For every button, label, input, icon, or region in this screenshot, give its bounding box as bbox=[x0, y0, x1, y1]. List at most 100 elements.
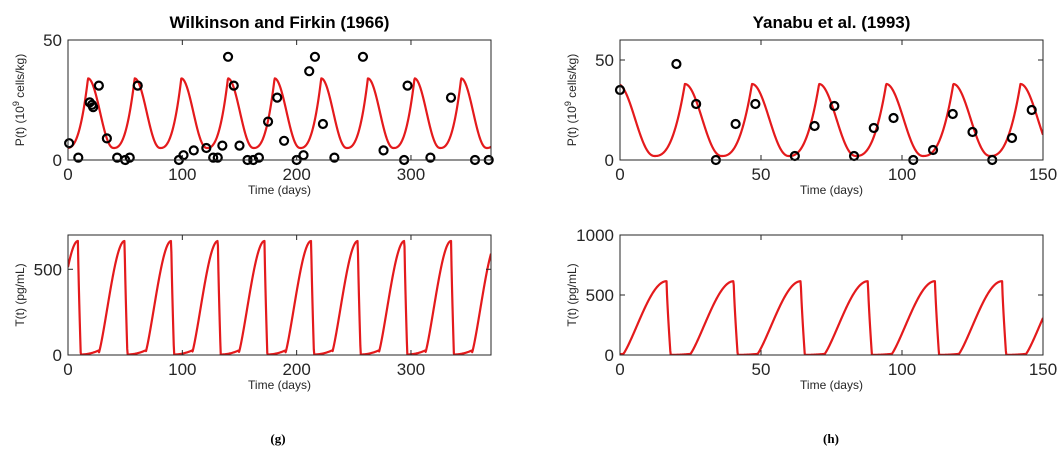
y-axis-label-main: P(t) (10 bbox=[13, 106, 27, 146]
axes-box bbox=[67, 39, 492, 161]
data-point bbox=[132, 80, 143, 91]
y-axis-label-unit: cells/kg) bbox=[13, 54, 27, 101]
data-point bbox=[253, 152, 265, 163]
data-point bbox=[829, 100, 840, 112]
data-point bbox=[228, 80, 239, 91]
x-tick-label: 0 bbox=[63, 360, 72, 379]
subfigure-label-h: (h) bbox=[823, 431, 839, 446]
data-point bbox=[691, 98, 702, 110]
x-axis-label: Time (days) bbox=[248, 183, 311, 197]
model-curve bbox=[620, 280, 1043, 355]
data-point bbox=[329, 152, 340, 163]
y-axis-label-main: P(t) (10 bbox=[565, 106, 579, 146]
data-point bbox=[88, 102, 99, 113]
data-point bbox=[278, 135, 290, 146]
data-point bbox=[947, 108, 958, 120]
y-axis-label-exponent: 9 bbox=[563, 101, 573, 106]
data-point bbox=[309, 51, 321, 62]
data-point bbox=[234, 140, 245, 151]
x-tick-label: 50 bbox=[752, 360, 771, 379]
axes-box bbox=[67, 234, 492, 356]
subfigure-label-g: (g) bbox=[270, 431, 285, 446]
y-tick-label: 1000 bbox=[576, 226, 614, 245]
data-point bbox=[378, 145, 389, 156]
x-tick-label: 0 bbox=[615, 165, 624, 184]
data-point bbox=[868, 122, 879, 134]
x-tick-label: 150 bbox=[1029, 165, 1057, 184]
y-tick-label: 500 bbox=[34, 260, 62, 279]
data-point bbox=[402, 80, 413, 91]
x-axis-label: Time (days) bbox=[800, 378, 863, 392]
x-tick-label: 100 bbox=[888, 165, 916, 184]
data-point bbox=[750, 98, 761, 110]
y-tick-label: 500 bbox=[586, 286, 614, 305]
data-point bbox=[272, 92, 283, 103]
data-point bbox=[1006, 132, 1018, 144]
chart-title: Wilkinson and Firkin (1966) bbox=[170, 13, 390, 32]
data-point bbox=[967, 126, 978, 138]
chart-title: Yanabu et al. (1993) bbox=[753, 13, 911, 32]
x-axis-label: Time (days) bbox=[800, 183, 863, 197]
x-tick-label: 0 bbox=[615, 360, 624, 379]
data-point bbox=[357, 51, 369, 62]
panel-wilkinson-tpo: 0 100 200 300 0 500 Time (days) T(t) (pg/mL) bbox=[13, 234, 492, 392]
data-point bbox=[317, 118, 329, 130]
axes-box bbox=[619, 39, 1044, 161]
y-tick-label: 0 bbox=[53, 151, 62, 170]
y-tick-label: 0 bbox=[605, 151, 614, 170]
x-tick-label: 100 bbox=[888, 360, 916, 379]
data-point bbox=[217, 140, 228, 151]
y-axis-label: P(t) (109 cells/kg) bbox=[11, 54, 27, 146]
data-point bbox=[809, 120, 820, 132]
data-point bbox=[298, 150, 309, 161]
x-tick-label: 0 bbox=[63, 165, 72, 184]
data-point bbox=[188, 145, 199, 156]
model-curve bbox=[68, 77, 491, 150]
data-point bbox=[208, 152, 219, 163]
x-tick-label: 50 bbox=[752, 165, 771, 184]
model-curve bbox=[620, 82, 1043, 158]
y-axis-label: P(t) (109 cells/kg) bbox=[563, 54, 579, 146]
x-tick-label: 200 bbox=[282, 165, 310, 184]
y-axis-label: T(t) (pg/mL) bbox=[13, 263, 27, 326]
y-axis-label-exponent: 9 bbox=[11, 101, 21, 106]
data-point bbox=[101, 133, 112, 144]
data-point bbox=[888, 112, 899, 124]
data-point bbox=[222, 51, 234, 62]
panel-yanabu-pleth: 0 50 100 150 0 50 Time (days) P(t) (109 cells/k… bbox=[563, 13, 1057, 197]
y-axis-label-main: T(t) (pg/mL) bbox=[565, 263, 579, 326]
x-axis-label: Time (days) bbox=[248, 378, 311, 392]
data-point bbox=[425, 152, 436, 163]
y-tick-label: 0 bbox=[53, 346, 62, 365]
panel-yanabu-tpo: 0 50 100 150 0 500 1000 Time (days) T(t) (pg/mL) bbox=[565, 226, 1057, 392]
x-tick-label: 100 bbox=[168, 360, 196, 379]
data-point bbox=[1026, 104, 1037, 116]
y-tick-label: 50 bbox=[595, 51, 614, 70]
y-tick-label: 50 bbox=[43, 31, 62, 50]
x-tick-label: 300 bbox=[397, 360, 425, 379]
data-point bbox=[178, 150, 189, 161]
data-point bbox=[73, 152, 84, 163]
data-point bbox=[927, 144, 939, 156]
data-point bbox=[445, 92, 457, 103]
y-axis-label: T(t) (pg/mL) bbox=[565, 263, 579, 326]
y-axis-label-main: T(t) (pg/mL) bbox=[13, 263, 27, 326]
data-point bbox=[304, 66, 315, 77]
y-tick-label: 0 bbox=[605, 346, 614, 365]
data-point bbox=[64, 138, 75, 149]
data-point bbox=[201, 142, 212, 154]
data-point bbox=[671, 58, 682, 70]
panel-wilkinson-pleth: 0 100 200 300 0 50 Time (days) P(t) (109 cells/… bbox=[11, 13, 494, 197]
axes-box bbox=[619, 234, 1044, 356]
model-curve bbox=[68, 239, 491, 355]
data-point bbox=[93, 80, 104, 91]
data-point bbox=[262, 116, 274, 127]
y-axis-label-unit: cells/kg) bbox=[565, 54, 579, 101]
x-tick-label: 100 bbox=[168, 165, 196, 184]
x-tick-label: 200 bbox=[282, 360, 310, 379]
data-point bbox=[212, 152, 223, 163]
data-point bbox=[124, 152, 135, 163]
x-tick-label: 150 bbox=[1029, 360, 1057, 379]
data-point bbox=[730, 118, 741, 130]
